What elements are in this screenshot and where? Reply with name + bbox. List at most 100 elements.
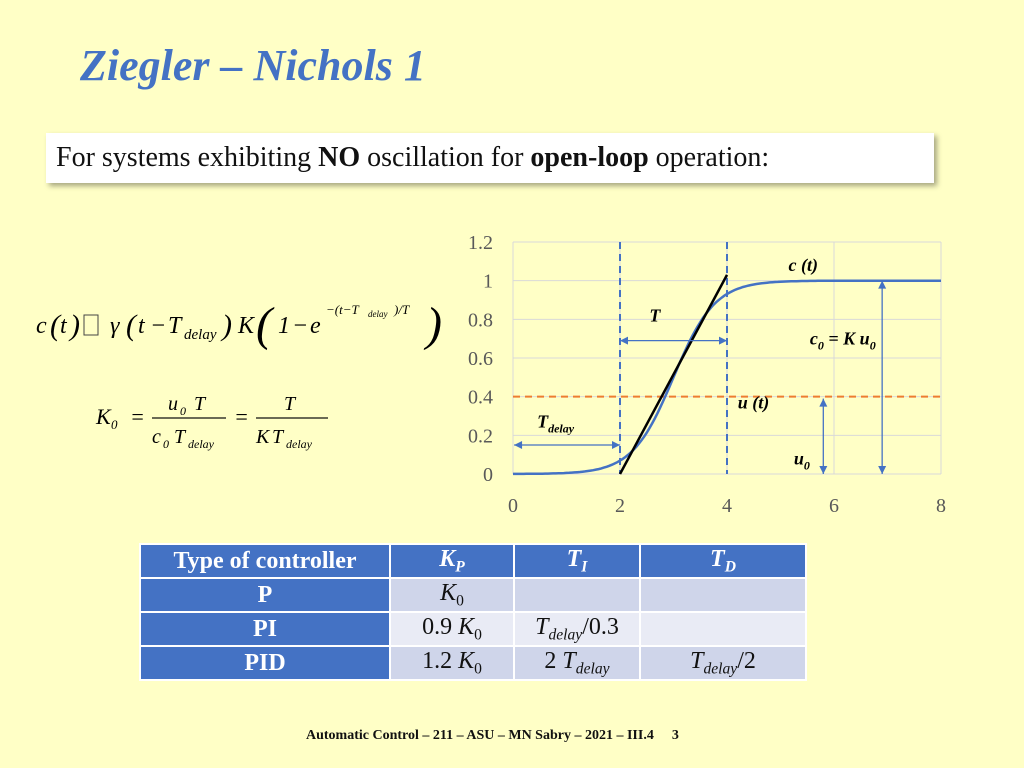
eq-bigparen: ( — [256, 300, 275, 351]
eq-k0-c-sub: 0 — [163, 437, 169, 451]
table-row-pi: PI 0.9 K0 Tdelay/0.3 — [139, 611, 807, 647]
eq-bigparen-close: ) — [423, 300, 442, 351]
eq-paren: ) — [68, 309, 80, 342]
Tdelay-arrow-head-right — [612, 441, 620, 449]
label-c0: c0 = K u0 — [810, 328, 876, 352]
equation-ct: c ( t ) γ ( t − T delay ) K ( 1 − e −(t−… — [34, 298, 454, 367]
header-type: Type of controller — [139, 543, 391, 579]
cell-ti-t: T — [535, 613, 549, 640]
cell-kp-k: K — [458, 613, 475, 640]
equation-k0-graphic: K 0 = u 0 T c 0 T delay = T K T delay — [95, 393, 328, 451]
y-tick-labels: 0 0.2 0.4 0.6 0.8 1 1.2 — [468, 232, 493, 486]
eq-ct-lhs: c — [36, 313, 47, 339]
controller-table: Type of controller KP TI TD P K0 PI 0.9 … — [139, 543, 807, 681]
header-ti-label: T — [566, 545, 582, 572]
eq-delay-sub: delay — [184, 327, 217, 343]
cell-kp-sub: 0 — [456, 592, 464, 610]
cell-td-t: T — [690, 647, 704, 674]
y-tick-label: 0 — [483, 464, 493, 486]
eq-k0-T: T — [194, 393, 207, 415]
table-row-pid: PID 1.2 K0 2 Tdelay Tdelay/2 — [139, 645, 807, 681]
eq-k0-u-sub: 0 — [180, 404, 186, 418]
cell-kp: 0.9 K0 — [389, 611, 515, 647]
T-arrow-head-left — [620, 336, 628, 345]
series-line-c — [513, 279, 941, 476]
eq-paren: ( — [126, 309, 138, 342]
eq-exp-sub: delay — [368, 309, 388, 319]
eq-paren: ( — [50, 309, 62, 342]
cell-td — [639, 577, 807, 613]
header-kp-label: K — [439, 545, 456, 572]
cell-ti-sub: delay — [575, 660, 610, 678]
eq-minus2: − — [292, 313, 308, 339]
cell-kp-sub: 0 — [474, 626, 482, 644]
cell-td — [639, 611, 807, 647]
footer-text: Automatic Control – 211 – ASU – MN Sabry… — [306, 728, 654, 743]
eq-K: K — [237, 313, 256, 339]
row-type: PID — [139, 645, 391, 681]
cell-td-post: /2 — [737, 647, 756, 674]
eq-k0-eq2: = — [234, 404, 249, 429]
header-td: TD — [639, 543, 807, 579]
x-tick-label: 2 — [615, 495, 625, 517]
x-tick-label: 4 — [722, 495, 732, 517]
cell-ti: Tdelay/0.3 — [513, 611, 641, 647]
page-number: 3 — [671, 728, 679, 743]
eq-e: e — [310, 313, 321, 339]
y-tick-label: 0.4 — [468, 387, 493, 409]
eq-T: T — [168, 313, 183, 339]
footer: Automatic Control – 211 – ASU – MN Sabry… — [306, 728, 679, 744]
x-tick-label: 6 — [829, 495, 839, 517]
label-tdelay: Tdelay — [537, 412, 575, 436]
chart-marks — [513, 242, 941, 476]
cell-td: Tdelay/2 — [639, 645, 807, 681]
row-type: PI — [139, 611, 391, 647]
approx-glyph-box — [83, 314, 99, 336]
header-ti-sub: I — [581, 558, 588, 576]
header-td-label: T — [710, 545, 725, 572]
eq-one: 1 — [278, 313, 290, 339]
u0-arrow-head-bottom — [819, 466, 828, 474]
cell-kp: K0 — [389, 577, 515, 613]
equation-ct-graphic: c ( t ) γ ( t − T delay ) K ( 1 − e −(t−… — [36, 298, 442, 351]
c0-arrow-head-bottom — [878, 466, 887, 474]
cell-ti-t: T — [562, 647, 576, 674]
x-tick-label: 8 — [936, 495, 946, 517]
cell-kp: 1.2 K0 — [389, 645, 515, 681]
eq-k0-eq1: = — [130, 404, 145, 429]
cell-ti-sub: delay — [548, 626, 583, 644]
eq-k0-Td2: T — [272, 426, 285, 448]
label-T: T — [649, 305, 661, 325]
cell-kp-sub: 0 — [474, 660, 482, 678]
chart-annotations: c (t) Tc0 = K u0 u (t) Tdelay u0 — [514, 255, 887, 474]
eq-exp: −(t−T — [326, 302, 359, 317]
page-title: Ziegler – Nichols 1 — [80, 41, 426, 90]
eq-t2: t — [138, 313, 146, 339]
eq-k0-Td2-sub: delay — [286, 437, 313, 451]
label-ct: c (t) — [789, 255, 818, 276]
eq-k0-K2: K — [255, 426, 271, 448]
x-tick-labels: 0 2 4 6 8 — [508, 495, 946, 517]
x-tick-label: 0 — [508, 495, 518, 517]
eq-k0-K: K — [95, 404, 112, 429]
cell-kp-k: K — [458, 647, 475, 674]
cell-ti-post: /0.3 — [582, 613, 619, 640]
eq-k0-Td-sub: delay — [188, 437, 215, 451]
y-tick-label: 0.2 — [468, 425, 493, 447]
eq-minus: − — [150, 313, 166, 339]
y-tick-label: 0.8 — [468, 309, 493, 331]
eq-k0-u: u — [168, 393, 178, 415]
cell-kp-k: K — [440, 579, 457, 606]
table-header-row: Type of controller KP TI TD — [139, 543, 807, 579]
Tdelay-arrow-head-left — [514, 441, 523, 449]
u0-arrow-head-top — [819, 398, 828, 407]
header-td-sub: D — [724, 558, 736, 576]
c0-arrow-head-top — [878, 280, 887, 289]
label-ut: u (t) — [738, 392, 770, 413]
cell-kp-pre: 1.2 — [422, 647, 459, 674]
eq-k0-Td: T — [174, 426, 187, 448]
y-tick-label: 0.6 — [468, 348, 493, 370]
T-arrow-head-right — [719, 336, 727, 345]
cell-ti: 2 Tdelay — [513, 645, 641, 681]
header-ti: TI — [513, 543, 641, 579]
